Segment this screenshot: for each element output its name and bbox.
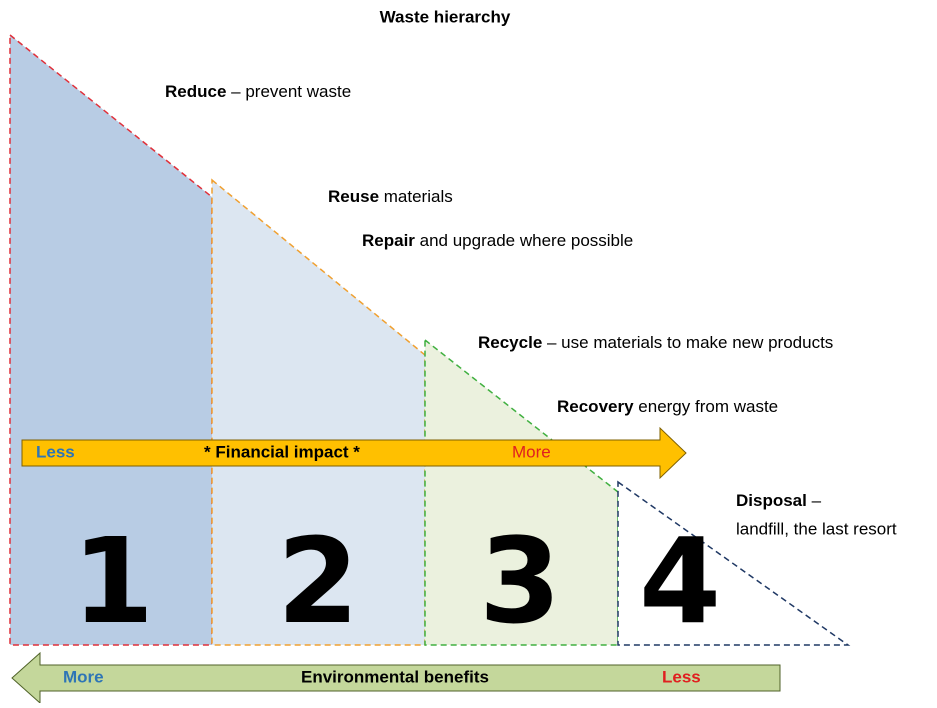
step-4-area [617, 480, 851, 646]
arrow-label: * Financial impact * [204, 442, 360, 461]
financial-arrow [21, 426, 687, 480]
label: landfill, the last resort [736, 519, 897, 538]
step-number: 1 [72, 512, 154, 650]
label: Recycle – use materials to make new prod… [478, 333, 833, 352]
arrow-label: More [63, 667, 104, 686]
label: Repair and upgrade where possible [362, 231, 633, 250]
environment-arrow [11, 651, 781, 705]
label: Reuse materials [328, 187, 453, 206]
step-number: 3 [479, 512, 561, 650]
label: Recovery energy from waste [557, 397, 778, 416]
step-number: 2 [277, 512, 359, 650]
title: Waste hierarchy [380, 7, 511, 26]
arrow-label: Less [36, 442, 75, 461]
arrow-label: Less [662, 667, 701, 686]
step-number: 4 [639, 512, 721, 650]
arrow-label: Environmental benefits [301, 667, 489, 686]
step-1-area [9, 33, 213, 646]
label: Reduce – prevent waste [165, 82, 351, 101]
label: Disposal – [736, 491, 822, 510]
arrow-label: More [512, 442, 551, 461]
